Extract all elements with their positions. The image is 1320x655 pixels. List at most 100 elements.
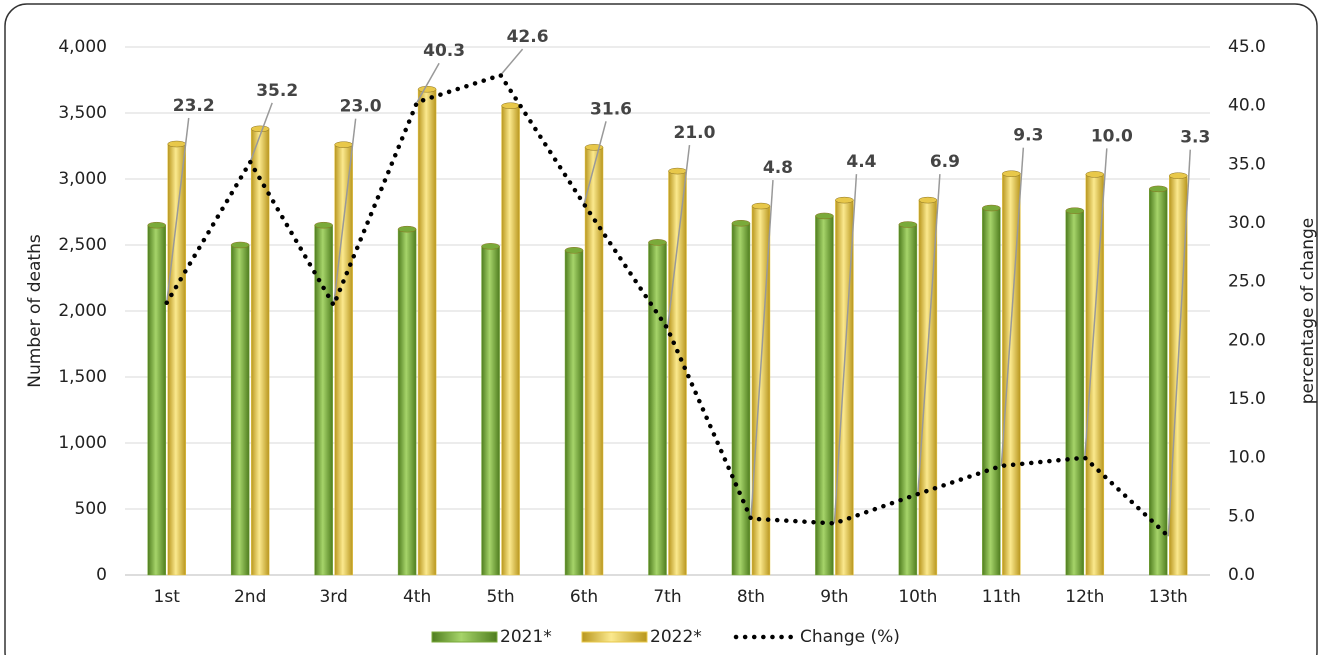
bar xyxy=(397,228,417,576)
x-tick-label: 12th xyxy=(1065,587,1104,607)
data-label: 21.0 xyxy=(674,123,716,143)
y2-tick-label: 30.0 xyxy=(1228,213,1266,233)
y2-tick-label: 40.0 xyxy=(1228,96,1266,116)
bar xyxy=(250,128,270,576)
bar xyxy=(417,88,437,576)
bar-cap xyxy=(835,196,854,204)
data-label: 23.2 xyxy=(173,96,215,116)
leader-line xyxy=(1084,148,1108,458)
bar-cap xyxy=(147,221,166,229)
leader-line xyxy=(249,102,273,163)
data-label: 6.9 xyxy=(930,152,960,172)
leader-line xyxy=(416,62,440,103)
y2-tick-label: 15.0 xyxy=(1228,389,1266,409)
data-label: 9.3 xyxy=(1013,126,1043,146)
legend-swatch xyxy=(431,631,498,643)
y-tick-label: 3,500 xyxy=(58,103,107,123)
leader-line xyxy=(917,174,941,495)
y-tick-label: 4,000 xyxy=(58,37,107,57)
bar-cap xyxy=(1149,185,1168,193)
frame xyxy=(4,3,1318,655)
leader-line xyxy=(1000,147,1025,466)
leader-line xyxy=(1167,149,1192,537)
bar-cap xyxy=(918,196,938,204)
leader-line xyxy=(666,144,691,329)
legend-label: 2021* xyxy=(500,627,552,647)
x-tick-label: 9th xyxy=(820,587,848,607)
data-label: 42.6 xyxy=(507,27,549,47)
bar-cap xyxy=(230,241,250,249)
bar xyxy=(230,244,250,576)
bar-cap xyxy=(1002,170,1021,177)
bar-cap xyxy=(1065,207,1085,214)
bar-cap xyxy=(668,167,687,175)
data-label: 40.3 xyxy=(423,41,465,61)
y-tick-label: 1,500 xyxy=(58,367,107,387)
bar-cap xyxy=(751,202,771,210)
y-tick-label: 3,000 xyxy=(58,169,107,189)
bar xyxy=(147,224,166,576)
bar-cap xyxy=(1085,171,1105,178)
y-tick-label: 0 xyxy=(96,565,107,585)
bar xyxy=(334,144,353,576)
bar-cap xyxy=(250,125,270,133)
data-label: 31.6 xyxy=(590,99,632,119)
bar-cap xyxy=(1169,172,1188,179)
bar-cap xyxy=(564,247,584,254)
legend-swatch xyxy=(581,631,648,643)
bar-cap xyxy=(815,212,834,220)
y-tick-label: 2,500 xyxy=(58,235,107,255)
bar-cap xyxy=(397,225,417,233)
bar-cap xyxy=(314,221,333,229)
legend-label: 2022* xyxy=(650,627,702,647)
y2-tick-label: 45.0 xyxy=(1228,37,1266,57)
bar xyxy=(731,222,751,576)
y-tick-label: 1,000 xyxy=(58,433,107,453)
x-tick-label: 4th xyxy=(403,587,431,607)
x-tick-label: 10th xyxy=(898,587,937,607)
x-tick-label: 7th xyxy=(653,587,681,607)
bar xyxy=(668,170,687,576)
leader-line xyxy=(165,117,190,303)
x-tick-label: 1st xyxy=(154,587,181,607)
leader-line xyxy=(500,48,524,76)
data-label: 3.3 xyxy=(1180,128,1210,148)
y2-tick-label: 25.0 xyxy=(1228,272,1266,292)
y-tick-label: 2,000 xyxy=(58,301,107,321)
bar xyxy=(167,143,186,576)
y2-tick-label: 35.0 xyxy=(1228,154,1266,174)
bar-cap xyxy=(481,243,500,250)
y2-tick-label: 5.0 xyxy=(1228,506,1255,526)
bar xyxy=(898,224,918,576)
line xyxy=(164,72,1171,539)
y2-tick-label: 0.0 xyxy=(1228,565,1255,585)
bar xyxy=(501,105,520,576)
y2-tick-label: 20.0 xyxy=(1228,330,1266,350)
x-tick-label: 2nd xyxy=(234,587,266,607)
legend-label: Change (%) xyxy=(800,627,900,647)
x-tick-label: 13th xyxy=(1149,587,1188,607)
bar-cap xyxy=(648,239,667,246)
bar-cap xyxy=(501,102,520,109)
bar xyxy=(314,224,333,576)
data-label: 35.2 xyxy=(256,81,298,101)
data-label: 23.0 xyxy=(340,97,382,117)
bar-cap xyxy=(982,204,1001,212)
x-tick-label: 5th xyxy=(486,587,514,607)
bar-cap xyxy=(417,85,437,93)
data-label: 10.0 xyxy=(1091,126,1133,146)
bar xyxy=(1169,175,1188,576)
leader-line xyxy=(833,174,858,524)
leader-line xyxy=(750,180,774,519)
bar xyxy=(564,250,584,576)
bar-cap xyxy=(167,140,186,148)
bar-cap xyxy=(898,221,918,228)
bar xyxy=(1065,210,1085,576)
y2-axis-title: percentage of change xyxy=(1298,218,1318,405)
data-label: 4.8 xyxy=(763,158,793,178)
bar xyxy=(815,215,834,576)
bar xyxy=(982,207,1001,576)
x-tick-label: 6th xyxy=(570,587,598,607)
leader-line xyxy=(332,118,357,306)
